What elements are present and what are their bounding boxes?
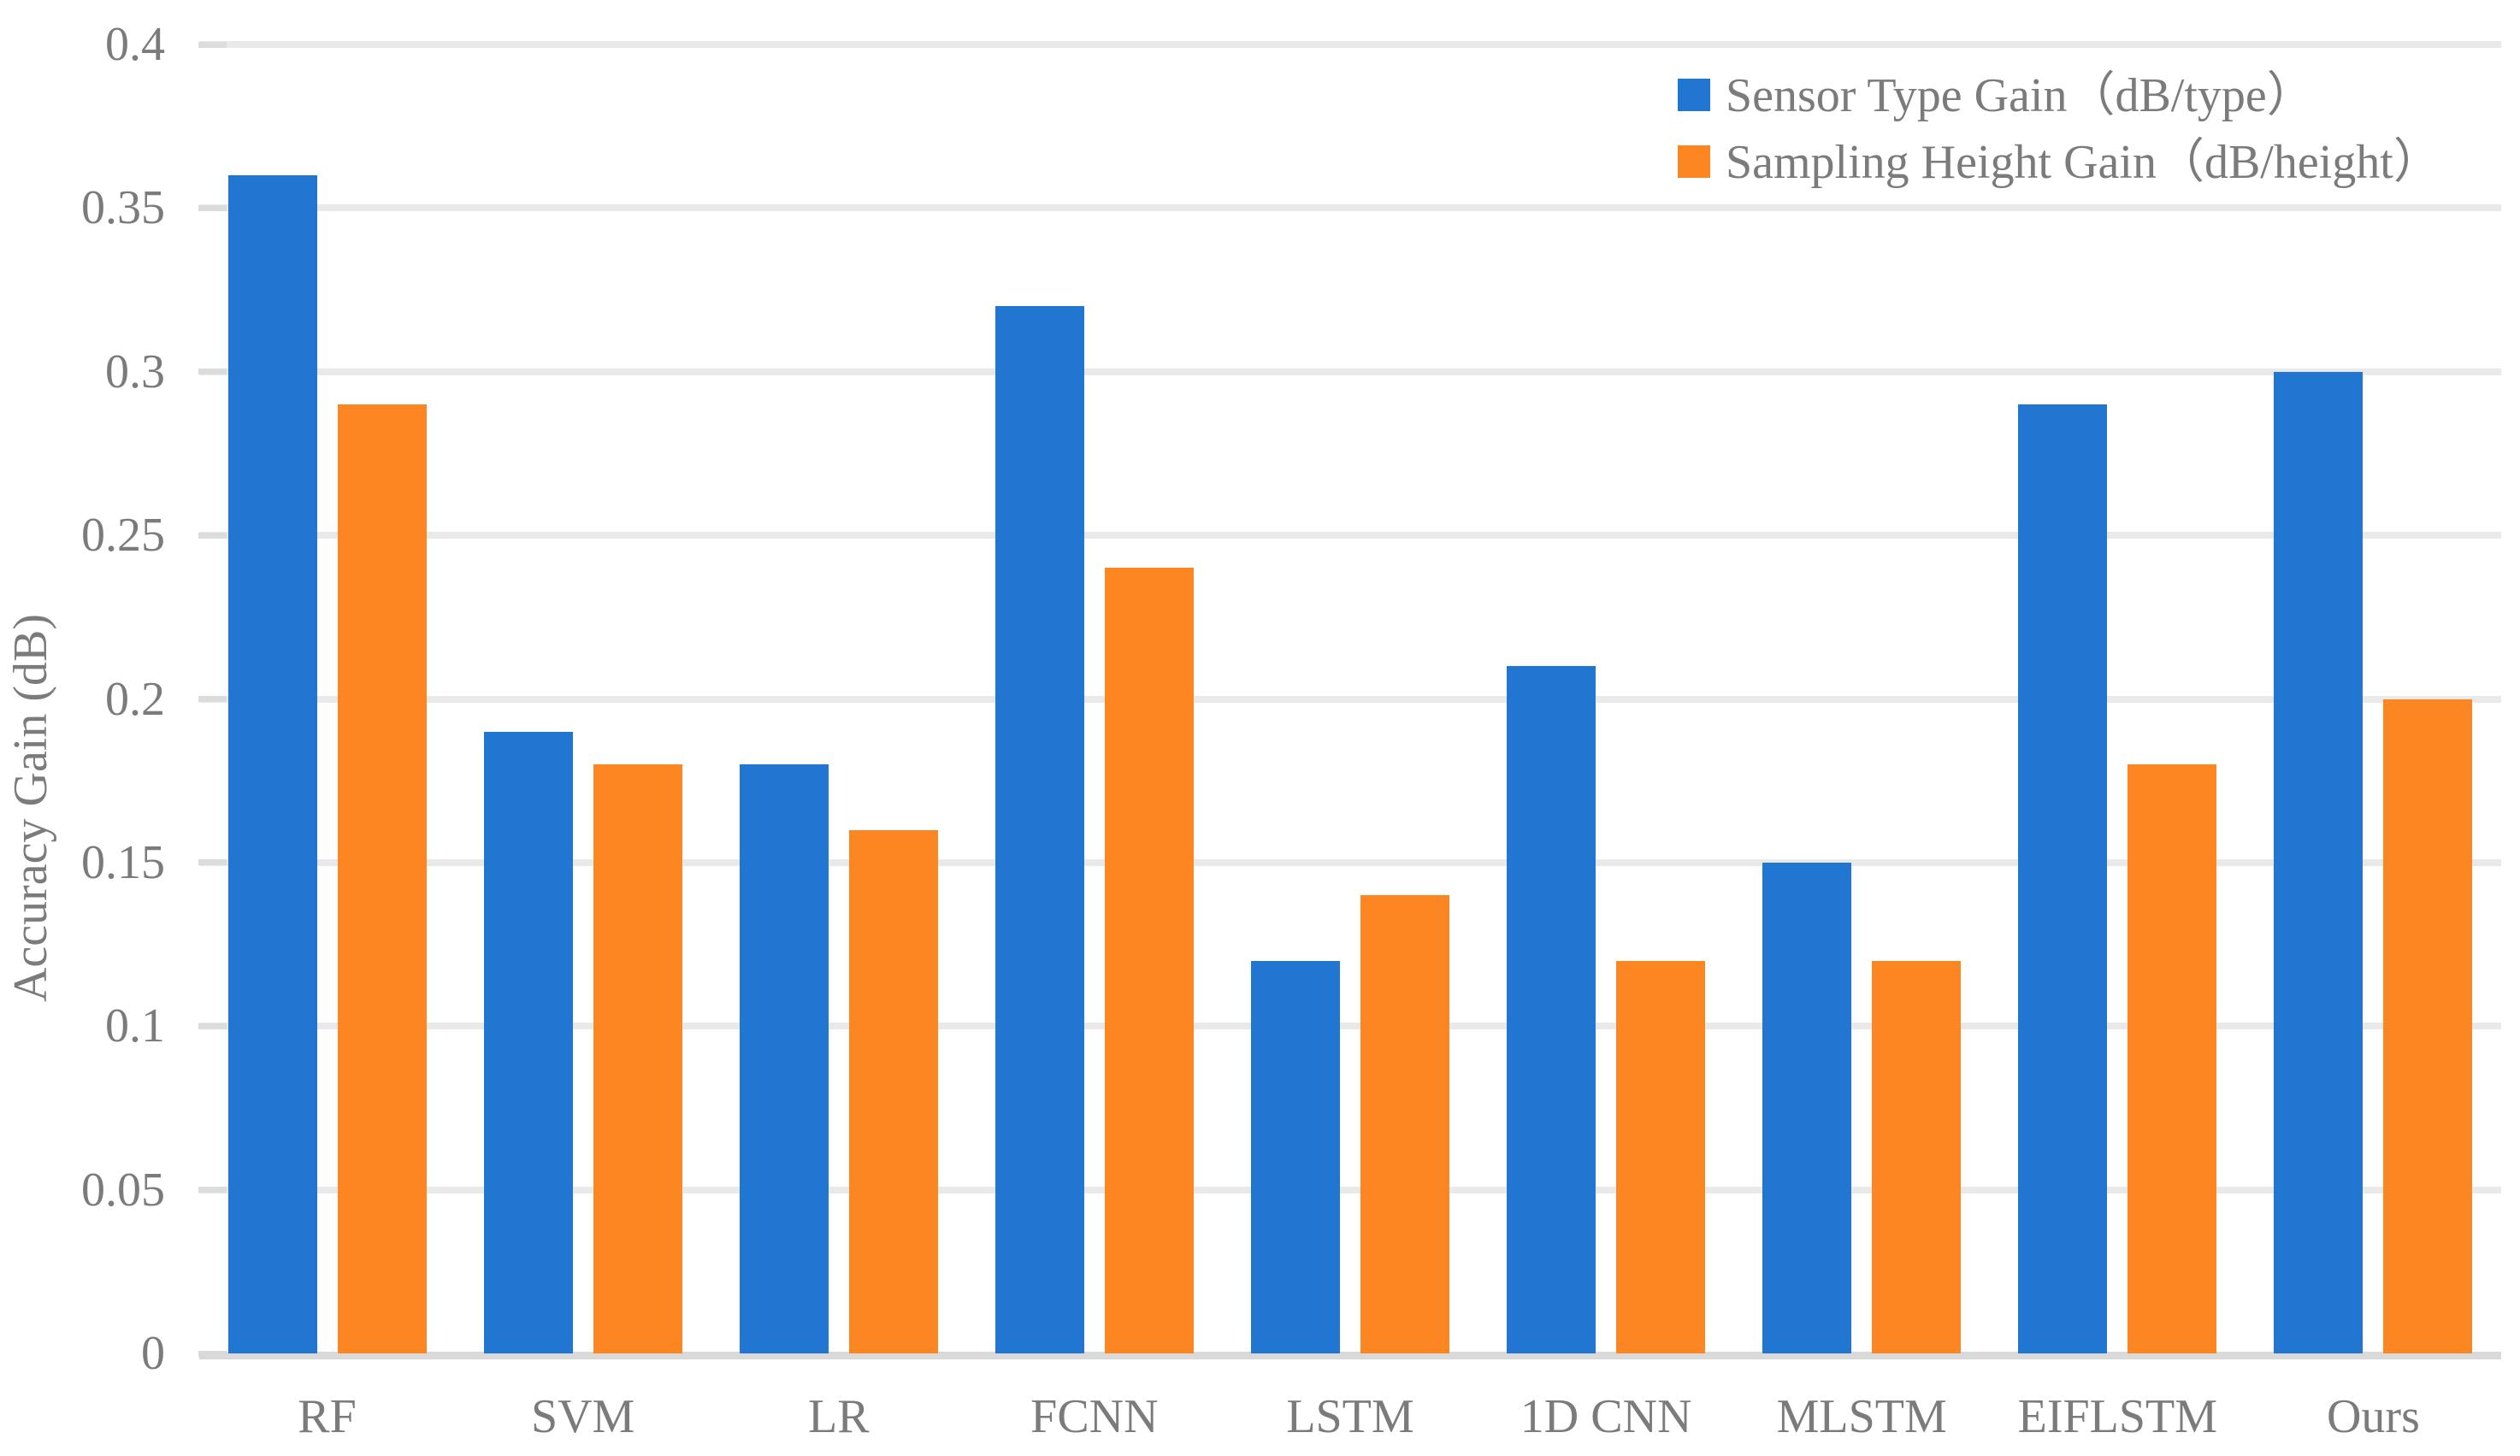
x-category-label-eiflstm: EIFLSTM	[2017, 1390, 2217, 1443]
gridline	[199, 368, 2501, 375]
bar-sampling-height-gain-fcnn	[1104, 568, 1194, 1353]
y-axis-tick	[198, 368, 227, 375]
bar-sensor-type-gain-1d-cnn	[1507, 666, 1596, 1353]
x-category-label-ours: Ours	[2326, 1390, 2420, 1443]
legend-label: Sampling Height Gain（dB/height）	[1726, 136, 2441, 189]
bar-sensor-type-gain-svm	[483, 731, 573, 1353]
gridline	[199, 695, 2501, 703]
x-category-label-svm: SVM	[530, 1390, 635, 1443]
legend-label: Sensor Type Gain（dB/type）	[1726, 69, 2315, 122]
y-tick-label: 0.4	[105, 18, 165, 71]
x-category-label-1d-cnn: 1D CNN	[1520, 1390, 1692, 1443]
bar-sampling-height-gain-svm	[593, 764, 682, 1353]
y-tick-label: 0.15	[81, 835, 165, 889]
bar-sensor-type-gain-fcnn	[994, 306, 1084, 1353]
gridline	[199, 532, 2501, 539]
x-category-label-fcnn: FCNN	[1030, 1390, 1159, 1443]
gridline	[199, 858, 2501, 866]
y-axis-tick	[198, 204, 227, 211]
y-axis-tick	[198, 859, 227, 866]
bar-sensor-type-gain-rf	[227, 175, 317, 1353]
x-axis-baseline	[199, 1352, 2501, 1359]
bar-sampling-height-gain-lstm	[1360, 895, 1449, 1353]
y-tick-label: 0.1	[105, 999, 165, 1053]
bar-sensor-type-gain-lstm	[1251, 960, 1340, 1353]
y-tick-label: 0.3	[105, 345, 165, 398]
bar-sampling-height-gain-mlstm	[1872, 960, 1962, 1353]
legend-swatch-icon	[1678, 145, 1710, 178]
x-category-label-rf: RF	[298, 1390, 357, 1443]
x-category-label-mlstm: MLSTM	[1776, 1390, 1947, 1443]
bar-sensor-type-gain-lr	[739, 764, 829, 1353]
bar-sampling-height-gain-rf	[337, 404, 427, 1353]
x-category-label-lr: LR	[807, 1390, 870, 1443]
y-tick-label: 0.2	[105, 672, 165, 726]
y-axis-tick	[198, 696, 227, 702]
y-axis-tick	[198, 1023, 227, 1029]
y-tick-label: 0	[141, 1327, 165, 1380]
y-tick-label: 0.25	[81, 509, 165, 563]
bar-sampling-height-gain-lr	[848, 829, 938, 1353]
bar-sampling-height-gain-eiflstm	[2128, 764, 2217, 1353]
legend-swatch-icon	[1678, 79, 1710, 111]
x-category-label-lstm: LSTM	[1286, 1390, 1414, 1443]
gridline	[199, 41, 2501, 48]
y-axis-tick	[198, 532, 227, 539]
bar-sensor-type-gain-mlstm	[1762, 862, 1852, 1353]
y-tick-label: 0.05	[81, 1163, 165, 1217]
bar-sensor-type-gain-ours	[2274, 371, 2364, 1353]
bar-sampling-height-gain-ours	[2383, 699, 2473, 1353]
y-axis-tick	[198, 41, 227, 48]
bar-sampling-height-gain-1d-cnn	[1616, 960, 1706, 1353]
gridline	[199, 1186, 2501, 1194]
gridline	[199, 1023, 2501, 1030]
gridline	[199, 204, 2501, 212]
y-tick-label: 0.35	[81, 181, 165, 235]
bar-sensor-type-gain-eiflstm	[2018, 404, 2108, 1353]
y-axis-tick	[198, 1187, 227, 1194]
